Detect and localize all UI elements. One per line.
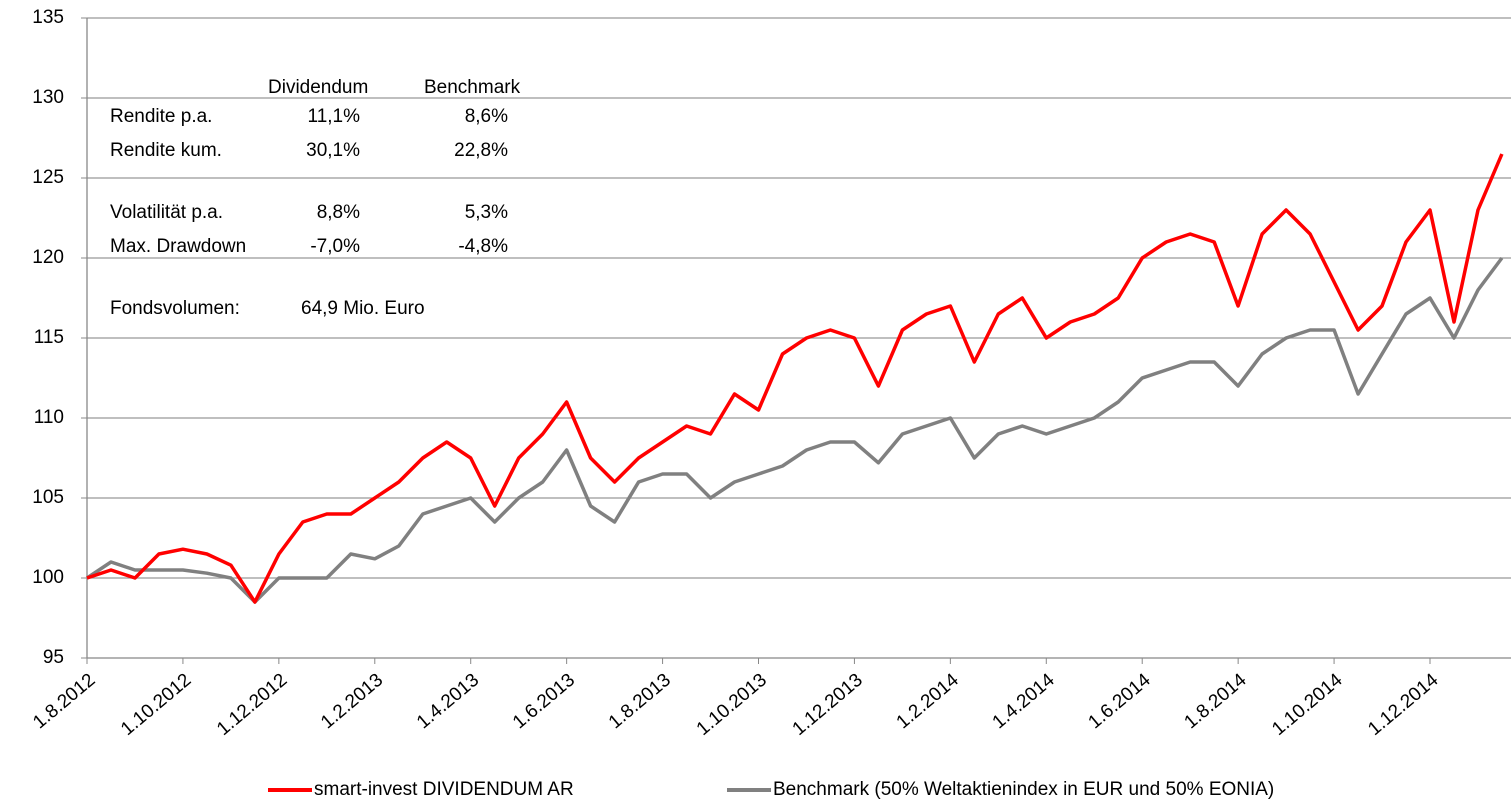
y-tick-label: 130 [32, 87, 64, 108]
x-tick-label: 1.8.2013 [605, 670, 675, 734]
y-tick-label: 135 [32, 7, 64, 28]
fund-volume-label: Fondsvolumen: [110, 298, 240, 319]
row-value: 22,8% [454, 140, 508, 161]
row-value: 8,6% [465, 106, 508, 127]
legend-label: Benchmark (50% Weltaktienindex in EUR un… [773, 779, 1274, 800]
fund-volume-value: 64,9 Mio. Euro [301, 298, 425, 319]
line-series [86, 256, 1504, 604]
line-series [86, 153, 1504, 604]
x-tick-label: 1.6.2013 [509, 670, 579, 734]
x-tick-label: 1.4.2013 [413, 670, 483, 734]
legend-label: smart-invest DIVIDENDUM AR [314, 779, 574, 800]
x-tick-label: 1.12.2012 [213, 670, 291, 740]
x-tick-label: 1.12.2013 [789, 670, 867, 740]
y-tick-label: 120 [32, 247, 64, 268]
y-tick-label: 105 [32, 487, 64, 508]
x-tick-label: 1.8.2014 [1180, 669, 1250, 733]
row-label: Rendite p.a. [110, 106, 212, 127]
x-tick-label: 1.2.2014 [893, 669, 963, 733]
table-header: Benchmark [424, 77, 521, 98]
row-label: Rendite kum. [110, 140, 222, 161]
x-tick-label: 1.12.2014 [1364, 669, 1443, 740]
row-value: 11,1% [308, 106, 361, 127]
x-tick-label: 1.8.2012 [29, 670, 99, 734]
x-tick-label: 1.10.2014 [1268, 669, 1347, 740]
x-tick-label: 1.2.2013 [317, 670, 387, 734]
row-value: -4,8% [458, 236, 508, 257]
y-tick-label: 115 [34, 327, 64, 348]
y-tick-label: 100 [32, 567, 64, 588]
y-tick-label: 125 [32, 167, 64, 188]
x-tick-label: 1.6.2014 [1084, 669, 1154, 733]
row-label: Volatilität p.a. [110, 202, 223, 223]
y-tick-label: 110 [34, 407, 64, 428]
table-header: Dividendum [268, 77, 368, 98]
x-tick-label: 1.10.2012 [117, 670, 195, 740]
y-tick-label: 95 [43, 647, 64, 668]
x-tick-label: 1.10.2013 [693, 670, 771, 740]
row-value: 30,1% [306, 140, 360, 161]
row-value: 8,8% [317, 202, 360, 223]
row-value: -7,0% [310, 236, 360, 257]
row-label: Max. Drawdown [110, 236, 246, 257]
x-tick-label: 1.4.2014 [989, 669, 1059, 733]
row-value: 5,3% [465, 202, 508, 223]
